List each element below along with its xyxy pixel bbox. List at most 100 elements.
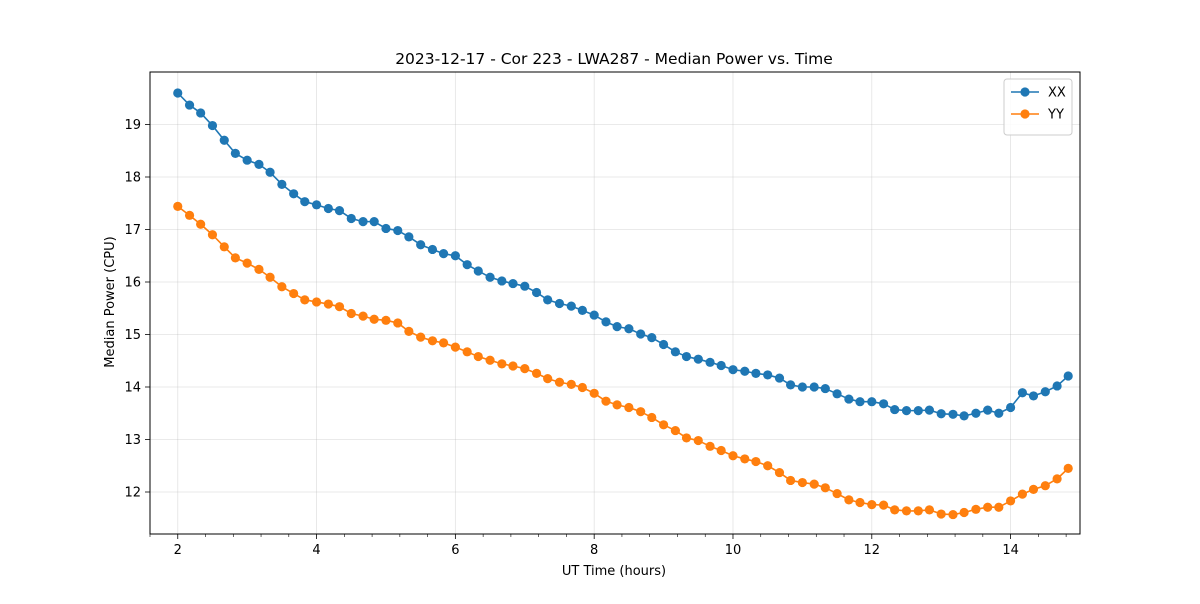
data-point-xx [173, 88, 183, 98]
data-point-xx [913, 406, 923, 416]
chart-title: 2023-12-17 - Cor 223 - LWA287 - Median P… [395, 50, 833, 68]
plot-frame [149, 71, 1081, 535]
data-point-xx [959, 411, 969, 421]
data-point-xx [763, 370, 773, 380]
x-tick-label: 8 [590, 543, 598, 558]
data-point-xx [369, 217, 379, 227]
data-point-xx [901, 406, 912, 416]
data-point-yy [265, 272, 275, 282]
data-point-yy [624, 402, 634, 413]
data-point-xx [438, 249, 449, 259]
data-point-xx [740, 366, 750, 376]
data-point-yy [543, 374, 553, 384]
data-point-yy [184, 210, 195, 220]
data-point-yy [289, 288, 299, 299]
data-point-xx [924, 405, 935, 415]
x-tick-label: 6 [451, 543, 459, 558]
data-point-yy [1017, 489, 1027, 499]
data-point-yy [381, 315, 391, 325]
data-point-yy [520, 364, 530, 374]
y-tick-label: 13 [124, 433, 141, 448]
data-point-xx [346, 213, 356, 224]
data-point-xx [381, 223, 391, 234]
data-point-yy [681, 433, 692, 443]
data-point-xx [543, 295, 553, 305]
data-point-yy [311, 297, 322, 307]
data-point-yy [901, 506, 912, 516]
data-point-yy [462, 347, 472, 357]
data-point-yy [809, 479, 819, 489]
data-point-yy [416, 332, 426, 342]
data-point-xx [566, 301, 576, 311]
data-point-yy [497, 359, 507, 369]
series-xx [173, 88, 1073, 421]
data-point-xx [427, 244, 438, 255]
plot-series [173, 88, 1073, 520]
data-point-yy [254, 264, 264, 274]
data-point-xx [196, 108, 206, 118]
data-point-xx [265, 167, 275, 177]
data-point-xx [820, 383, 830, 394]
data-point-yy [924, 505, 935, 515]
data-point-yy [636, 407, 646, 417]
data-point-xx [323, 203, 333, 214]
data-point-yy [670, 425, 680, 436]
data-point-yy [427, 336, 438, 346]
data-point-yy [785, 475, 796, 486]
data-point-yy [948, 509, 958, 520]
y-axis-label: Median Power (CPU) [103, 236, 118, 367]
axis-ticks: 2 4 6 8 10 12 14 12 13 14 15 16 17 18 19 [124, 118, 1067, 558]
data-point-xx [577, 305, 587, 315]
data-point-xx [485, 272, 495, 282]
data-point-yy [844, 495, 854, 505]
data-point-yy [971, 504, 981, 514]
data-point-xx [416, 240, 426, 250]
data-point-yy [323, 299, 333, 309]
data-point-xx [520, 281, 530, 291]
data-point-yy [890, 505, 900, 515]
x-axis-label: UT Time (hours) [562, 564, 666, 579]
data-point-xx [948, 409, 958, 419]
y-tick-label: 17 [124, 223, 141, 238]
data-point-xx [797, 382, 807, 392]
data-point-xx [311, 200, 322, 210]
legend-marker [1020, 109, 1030, 119]
data-point-yy [878, 500, 889, 510]
data-point-xx [473, 266, 483, 276]
data-point-xx [971, 408, 981, 418]
data-point-yy [913, 506, 923, 516]
data-point-yy [577, 382, 587, 393]
data-point-xx [589, 310, 599, 320]
data-point-yy [936, 509, 946, 519]
legend-label: XX [1048, 86, 1066, 101]
data-point-yy [277, 282, 287, 292]
data-point-xx [890, 404, 900, 415]
data-point-xx [1040, 387, 1050, 397]
data-point-xx [554, 298, 565, 309]
y-tick-label: 14 [124, 381, 141, 396]
data-point-xx [983, 405, 993, 415]
data-point-xx [751, 368, 761, 378]
data-point-xx [1017, 388, 1027, 398]
data-point-xx [647, 333, 657, 343]
data-point-xx [844, 394, 854, 404]
data-point-xx [1028, 391, 1039, 401]
grid-lines [150, 72, 1080, 534]
data-point-xx [636, 329, 646, 339]
data-point-xx [289, 189, 299, 199]
data-point-xx [1063, 371, 1073, 381]
legend-item-xx: XX [1011, 86, 1066, 101]
data-point-xx [728, 365, 738, 375]
x-tick-label: 14 [1002, 543, 1019, 558]
x-tick-label: 2 [174, 543, 182, 558]
series-yy [173, 201, 1073, 520]
x-tick-label: 10 [725, 543, 742, 558]
data-point-yy [369, 314, 379, 324]
data-point-yy [485, 355, 495, 365]
data-point-xx [254, 159, 264, 169]
data-point-yy [994, 502, 1004, 512]
data-point-xx [404, 232, 414, 242]
